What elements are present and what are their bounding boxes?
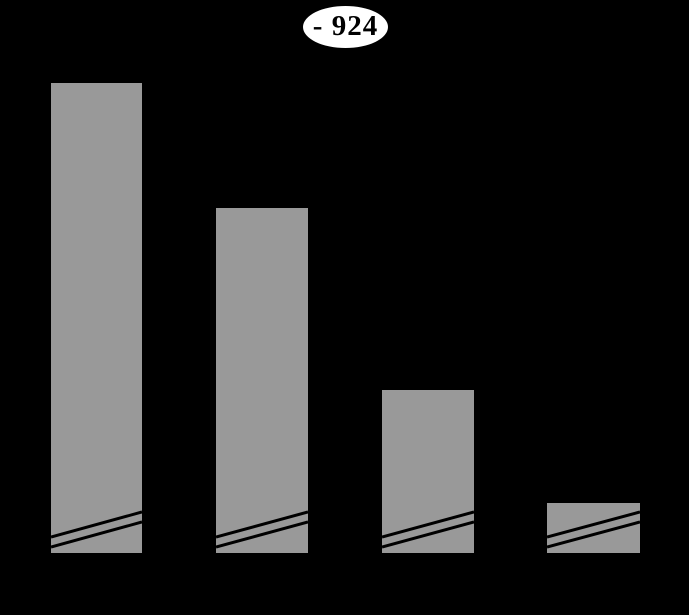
bar-3 [382, 390, 474, 553]
axis-break-icon [216, 510, 308, 549]
bar-2 [216, 208, 308, 553]
axis-break-icon [382, 510, 474, 549]
bar-4 [547, 503, 640, 553]
annotation-callout: - 924 [301, 4, 390, 50]
axis-break-icon [547, 510, 640, 549]
axis-break-icon [51, 510, 142, 549]
bar-1 [51, 83, 142, 553]
annotation-label: - 924 [312, 9, 379, 42]
